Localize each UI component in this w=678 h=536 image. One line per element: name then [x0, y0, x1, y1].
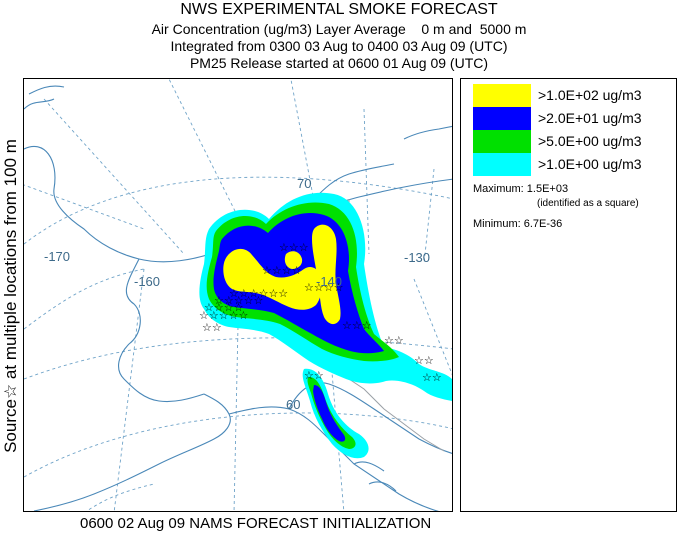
legend-swatch-cyan	[473, 153, 531, 176]
source-side-label: Source☆ at multiple locations from 100 m	[1, 139, 20, 453]
legend-label-1: >1.0E+02 ug/m3	[538, 87, 642, 103]
source-side-label-wrap: Source☆ at multiple locations from 100 m	[0, 78, 22, 514]
map-title: NWS EXPERIMENTAL SMOKE FORECAST	[180, 1, 498, 18]
legend-label-2: >2.0E+01 ug/m3	[538, 110, 642, 126]
svg-text:☆☆: ☆☆	[384, 334, 404, 347]
alaska-smoke-map: ☆☆☆☆☆ ☆☆☆☆ ☆☆☆☆☆ ☆☆☆☆☆☆ ☆☆☆☆ ☆☆☆ ☆☆☆☆ ☆☆…	[24, 79, 452, 511]
svg-text:☆☆☆: ☆☆☆	[279, 241, 309, 254]
lon-label-140: -140	[316, 274, 342, 289]
maximum-value: Maximum: 1.5E+03	[473, 183, 569, 195]
svg-text:☆☆☆☆☆: ☆☆☆☆☆	[199, 309, 248, 322]
legend-swatch-blue	[473, 107, 531, 130]
svg-text:☆☆☆☆: ☆☆☆☆	[262, 264, 302, 277]
map-panel: ☆☆☆☆☆ ☆☆☆☆ ☆☆☆☆☆ ☆☆☆☆☆☆ ☆☆☆☆ ☆☆☆ ☆☆☆☆ ☆☆…	[23, 78, 453, 512]
smoke-level-4	[223, 224, 341, 325]
svg-text:☆☆: ☆☆	[422, 371, 442, 384]
graticule	[24, 79, 452, 511]
svg-text:☆☆: ☆☆	[414, 354, 434, 367]
legend-label-4: >1.0E+00 ug/m3	[538, 156, 642, 172]
lat-label-60: 60	[286, 397, 300, 412]
svg-text:☆☆☆: ☆☆☆	[342, 319, 372, 332]
fire-source-markers: ☆☆☆☆☆ ☆☆☆☆ ☆☆☆☆☆ ☆☆☆☆☆☆ ☆☆☆☆ ☆☆☆ ☆☆☆☆ ☆☆…	[199, 241, 442, 384]
legend-label-3: >5.0E+00 ug/m3	[538, 133, 642, 149]
lat-label-70: 70	[297, 176, 311, 191]
concentration-subtitle: Air Concentration (ug/m3) Layer Average …	[151, 21, 527, 37]
integration-period: Integrated from 0300 03 Aug to 0400 03 A…	[170, 38, 508, 54]
legend-swatch-green	[473, 130, 531, 153]
lon-label-130: -130	[404, 250, 430, 265]
minimum-value: Minimum: 6.7E-36	[473, 218, 563, 230]
lon-label-160: -160	[134, 274, 160, 289]
svg-text:☆☆: ☆☆	[202, 321, 222, 334]
legend-swatch-yellow	[473, 84, 531, 107]
maximum-note: (identified as a square)	[537, 198, 639, 209]
forecast-initialization: 0600 02 Aug 09 NAMS FORECAST INITIALIZAT…	[80, 515, 432, 532]
svg-text:☆☆: ☆☆	[304, 369, 324, 382]
svg-text:☆☆☆☆: ☆☆☆☆	[204, 301, 244, 314]
concentration-legend: >1.0E+02 ug/m3 >2.0E+01 ug/m3 >5.0E+00 u…	[460, 78, 677, 512]
svg-text:☆☆☆☆☆☆: ☆☆☆☆☆☆	[229, 287, 288, 300]
release-start: PM25 Release started at 0600 01 Aug 09 (…	[189, 55, 489, 71]
svg-text:☆☆☆☆: ☆☆☆☆	[304, 281, 344, 294]
svg-text:☆☆☆☆☆: ☆☆☆☆☆	[214, 294, 263, 307]
lon-label-170: -170	[44, 249, 70, 264]
